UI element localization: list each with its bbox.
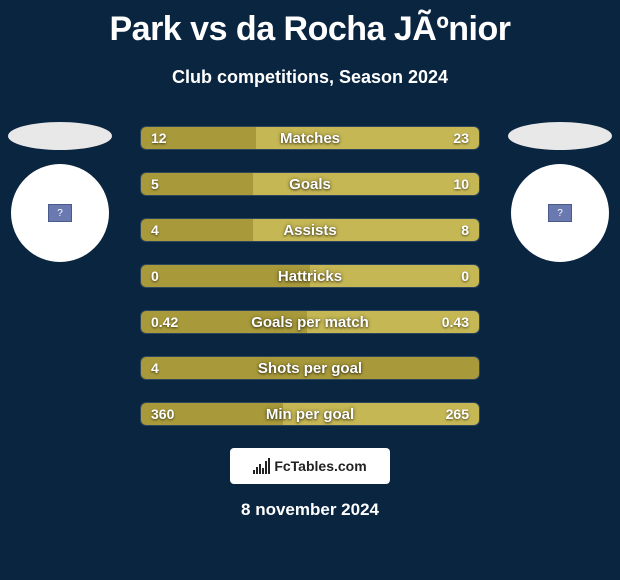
stat-row: 510Goals (140, 172, 480, 196)
site-logo[interactable]: FcTables.com (230, 448, 390, 484)
stat-value-left: 4 (141, 219, 169, 241)
flag-icon: ? (48, 204, 72, 222)
player-left-avatar-placeholder (8, 122, 112, 150)
stat-row: 00Hattricks (140, 264, 480, 288)
stat-value-right: 10 (443, 173, 479, 195)
stat-value-left: 0.42 (141, 311, 188, 333)
stat-row: 0.420.43Goals per match (140, 310, 480, 334)
page-subtitle: Club competitions, Season 2024 (0, 67, 620, 88)
stat-value-right: 0.43 (432, 311, 479, 333)
player-right-club-badge: ? (511, 164, 609, 262)
stat-bar-right (253, 219, 479, 241)
stat-value-left: 5 (141, 173, 169, 195)
player-left-block: ? (8, 122, 112, 262)
stats-comparison: 1223Matches510Goals48Assists00Hattricks0… (140, 126, 480, 448)
stat-value-right: 0 (451, 265, 479, 287)
stat-value-right: 8 (451, 219, 479, 241)
stat-row: 4Shots per goal (140, 356, 480, 380)
stat-value-left: 0 (141, 265, 169, 287)
stat-row: 48Assists (140, 218, 480, 242)
flag-icon: ? (548, 204, 572, 222)
stat-bar-left (141, 357, 479, 379)
footer-date: 8 november 2024 (0, 500, 620, 520)
player-left-club-badge: ? (11, 164, 109, 262)
stat-value-right (459, 357, 479, 379)
stat-value-left: 12 (141, 127, 177, 149)
stat-value-left: 4 (141, 357, 169, 379)
player-right-block: ? (508, 122, 612, 262)
page-title: Park vs da Rocha JÃºnior (0, 0, 620, 49)
player-right-avatar-placeholder (508, 122, 612, 150)
stat-value-left: 360 (141, 403, 184, 425)
stat-row: 1223Matches (140, 126, 480, 150)
stat-value-right: 265 (436, 403, 479, 425)
logo-text: FcTables.com (274, 458, 366, 474)
stat-value-right: 23 (443, 127, 479, 149)
stat-row: 360265Min per goal (140, 402, 480, 426)
chart-icon (253, 458, 270, 474)
